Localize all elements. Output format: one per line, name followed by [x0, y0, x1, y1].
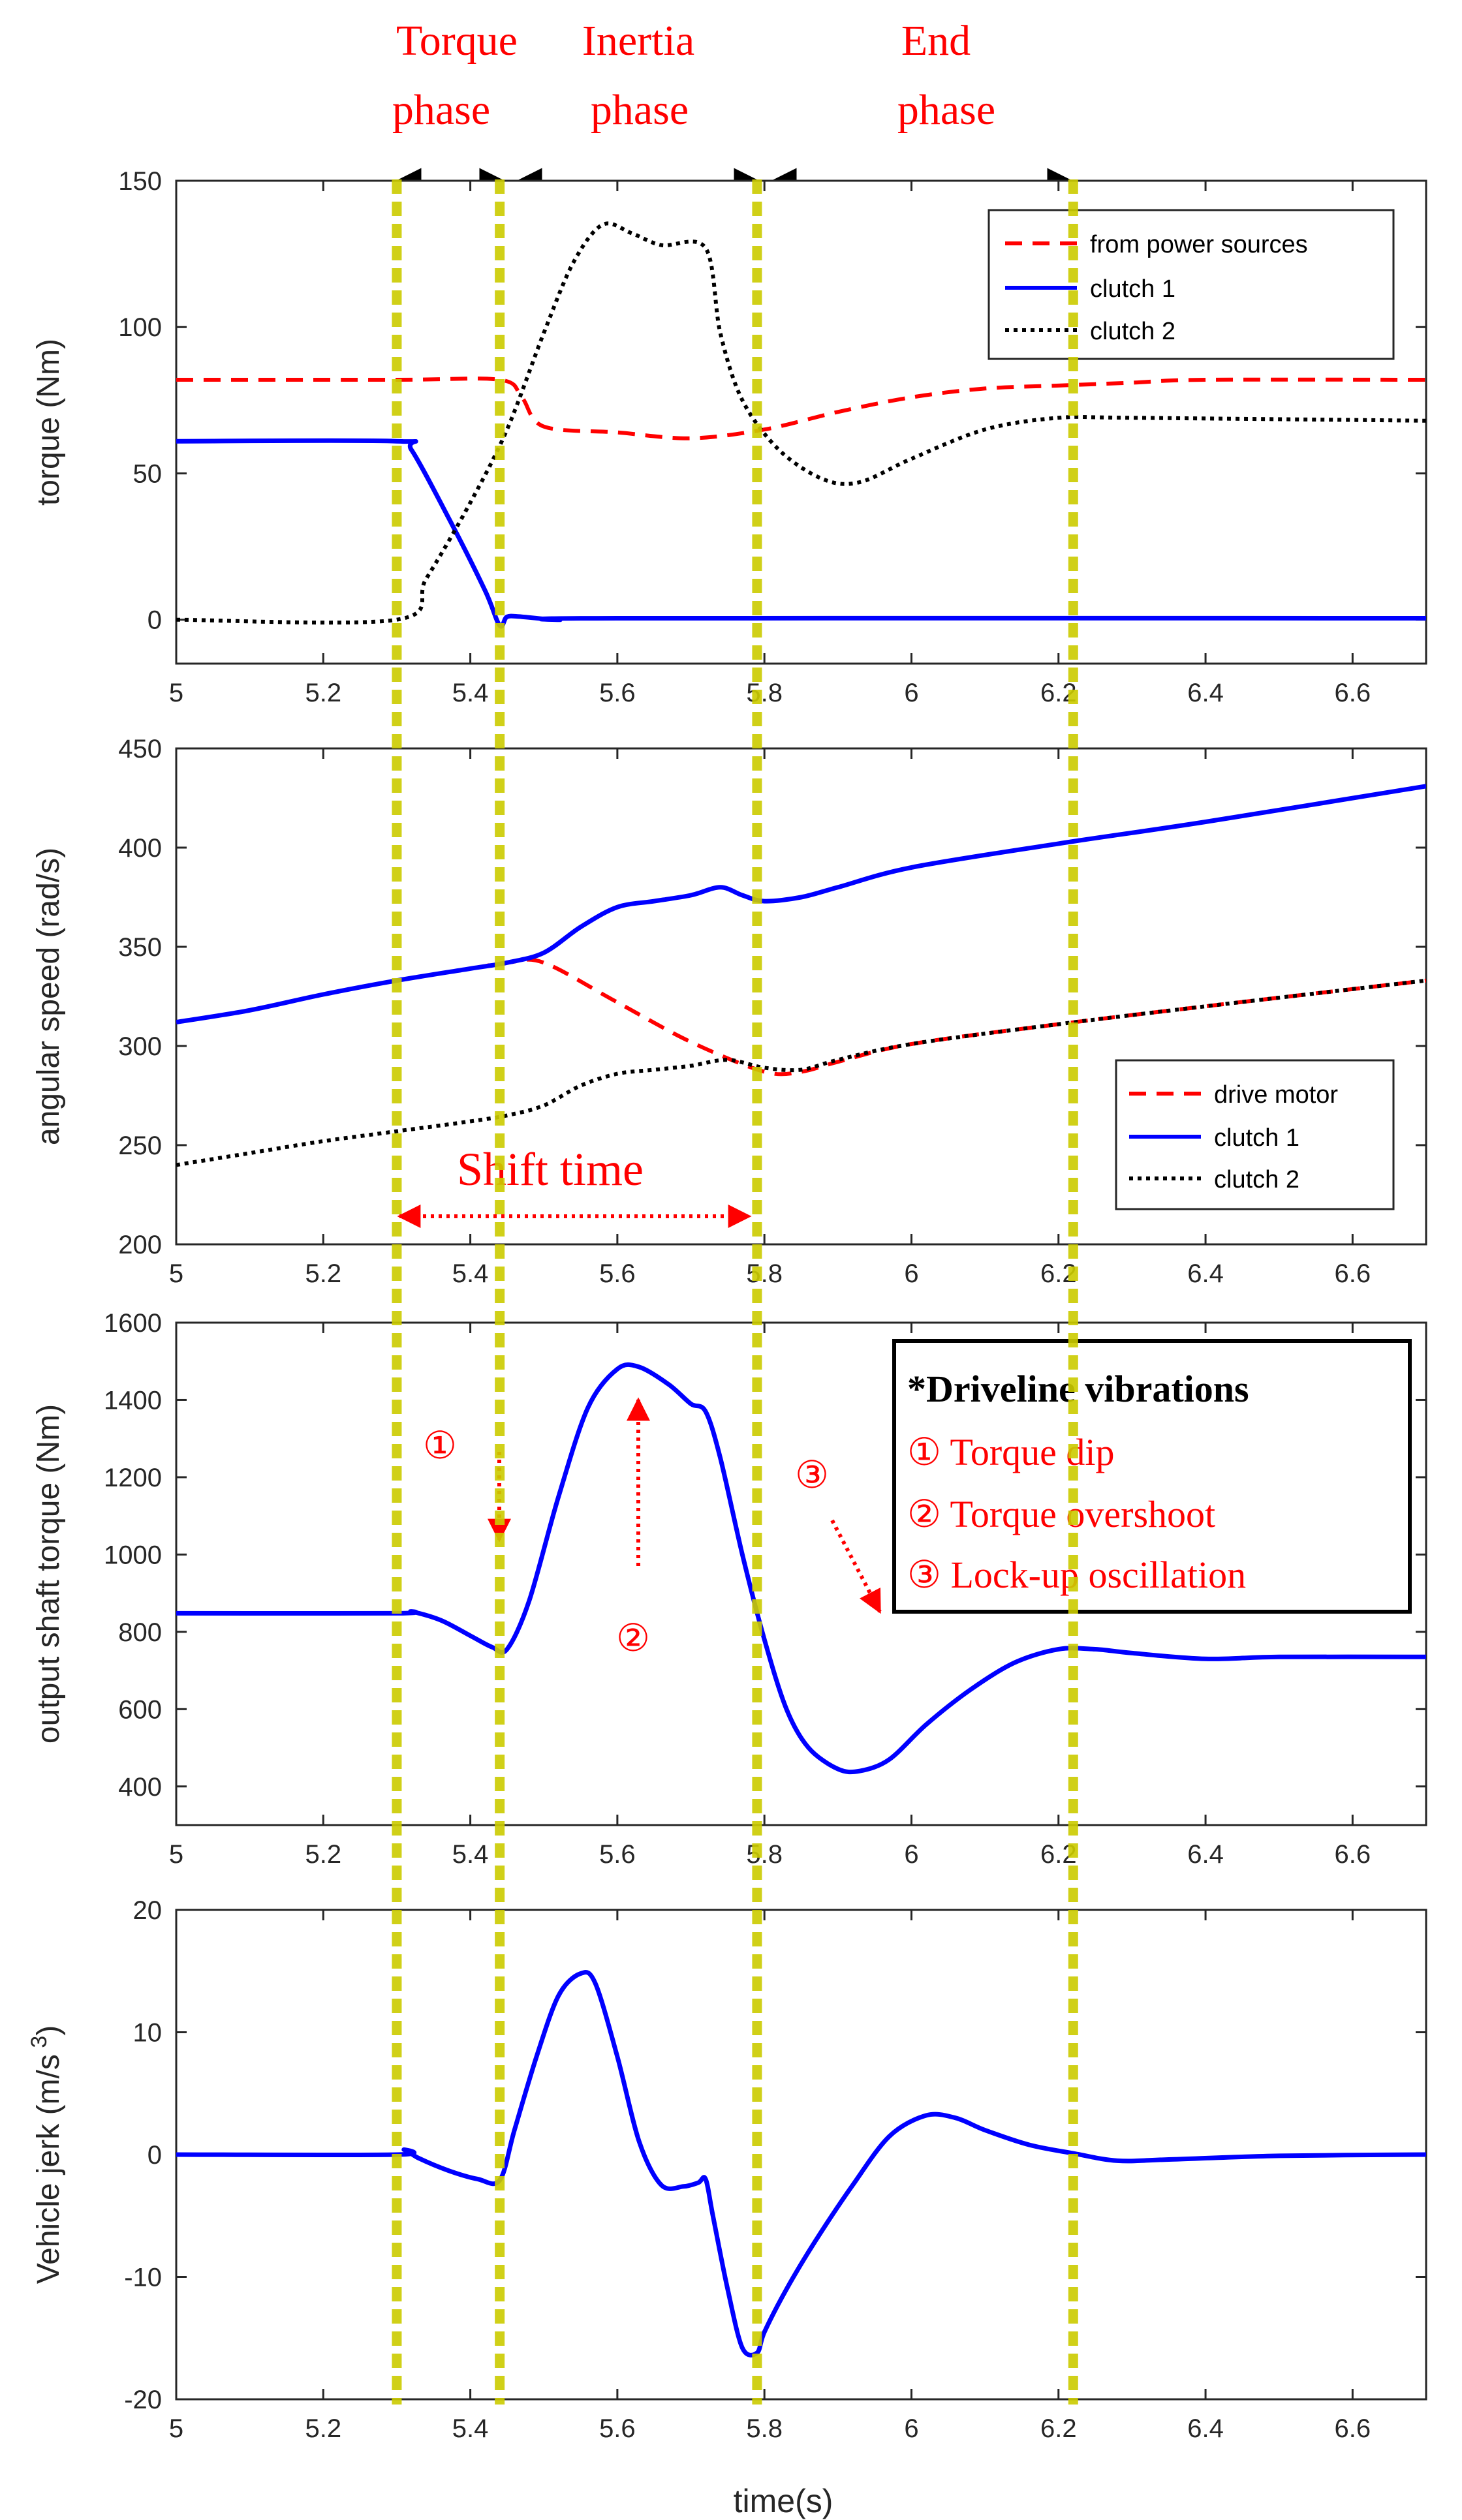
phase-inertia-line2: phase — [591, 86, 689, 134]
phase-torque-line1: Torque — [396, 17, 518, 65]
vibration-annotation-box: *Driveline vibrations ① Torque dip ② Tor… — [892, 1339, 1412, 1614]
x-tick-label-3-8: 6.6 — [1335, 2414, 1371, 2443]
x-tick-label-2-3: 5.6 — [599, 1840, 636, 1869]
y-tick-label-2-6: 1600 — [104, 1309, 162, 1338]
y-tick-label-1-0: 200 — [118, 1231, 162, 1259]
vibration-box-frame — [892, 1339, 1412, 1614]
x-axis-label: time(s) — [734, 2483, 833, 2519]
x-tick-label-3-1: 5.2 — [305, 2414, 341, 2443]
legend-torque: from power sources clutch 1 clutch 2 — [988, 209, 1395, 360]
x-tick-label-1-0: 5 — [169, 1259, 183, 1288]
legend-label-clutch1: clutch 1 — [1090, 275, 1175, 303]
x-tick-label-3-0: 5 — [169, 2414, 183, 2443]
y-tick-label-2-2: 800 — [118, 1618, 162, 1647]
series-line-0-1 — [176, 438, 1426, 629]
marker-3-arrow — [830, 1519, 882, 1614]
series-line-2-0 — [176, 1362, 1426, 1775]
y-tick-label-1-3: 350 — [118, 933, 162, 962]
y-tick-label-3-2: 0 — [148, 2141, 162, 2170]
legend-speed: drive motor clutch 1 clutch 2 — [1115, 1059, 1395, 1210]
series-line-0-2 — [176, 221, 1426, 625]
y-tick-label-3-3: 10 — [133, 2019, 163, 2048]
y-tick-label-3-1: -10 — [124, 2264, 162, 2292]
y-tick-label-2-5: 1400 — [104, 1386, 162, 1415]
shift-time-annotation: Shift time — [397, 1143, 752, 1228]
phase-boundaries — [392, 179, 1078, 2405]
legend-label-speed-clutch1: clutch 1 — [1214, 1124, 1299, 1152]
y-axis-label-3: Vehicle jerk (m/s 3) — [27, 2025, 66, 2284]
series-line-1-2 — [176, 978, 1426, 1167]
x-tick-label-2-0: 5 — [169, 1840, 183, 1869]
legend-label-clutch2: clutch 2 — [1090, 318, 1175, 345]
shift-time-label: Shift time — [457, 1143, 644, 1195]
legend-label-speed-clutch2: clutch 2 — [1214, 1166, 1299, 1193]
x-tick-label-1-3: 5.6 — [599, 1259, 636, 1288]
vibration-box-title: *Driveline vibrations — [907, 1368, 1249, 1410]
x-tick-label-0-2: 5.4 — [452, 679, 489, 707]
y-tick-label-1-4: 400 — [118, 834, 162, 863]
x-tick-label-0-7: 6.4 — [1187, 679, 1224, 707]
marker-2: ② — [616, 1617, 650, 1659]
marker-3: ③ — [795, 1454, 829, 1496]
x-tick-label-0-3: 5.6 — [599, 679, 636, 707]
phase-end-line2: phase — [897, 86, 995, 134]
y-tick-label-2-1: 600 — [118, 1695, 162, 1724]
x-tick-label-3-3: 5.6 — [599, 2414, 636, 2443]
y-tick-label-1-5: 450 — [118, 735, 162, 763]
x-tick-label-0-8: 6.6 — [1335, 679, 1371, 707]
y-tick-label-2-4: 1200 — [104, 1464, 162, 1492]
x-tick-label-3-7: 6.4 — [1187, 2414, 1224, 2443]
x-tick-label-1-4: 5.8 — [746, 1259, 783, 1288]
x-tick-label-0-4: 5.8 — [746, 679, 783, 707]
x-tick-label-2-2: 5.4 — [452, 1840, 489, 1869]
x-tick-label-1-7: 6.4 — [1187, 1259, 1224, 1288]
y-axis-label-2: output shaft torque (Nm) — [31, 1404, 66, 1744]
x-tick-label-1-2: 5.4 — [452, 1259, 489, 1288]
y-tick-label-2-0: 400 — [118, 1773, 162, 1802]
y-tick-label-0-3: 150 — [118, 167, 162, 196]
x-tick-label-3-4: 5.8 — [746, 2414, 783, 2443]
y-tick-label-2-3: 1000 — [104, 1541, 162, 1569]
x-tick-label-0-0: 5 — [169, 679, 183, 707]
x-tick-label-2-8: 6.6 — [1335, 1840, 1371, 1869]
x-tick-label-1-8: 6.6 — [1335, 1259, 1371, 1288]
y-tick-label-0-2: 100 — [118, 313, 162, 342]
y-tick-label-3-0: -20 — [124, 2386, 162, 2414]
y-tick-label-3-4: 20 — [133, 1896, 163, 1925]
y-axis-label-close-3: ) — [31, 2025, 66, 2036]
phase-end-line1: End — [901, 17, 971, 65]
x-tick-label-1-5: 6 — [904, 1259, 918, 1288]
y-tick-label-1-2: 300 — [118, 1032, 162, 1061]
legend-label-motor: drive motor — [1214, 1081, 1338, 1109]
phase-labels: Torque phase Inertia phase End phase — [392, 17, 995, 134]
x-tick-label-3-6: 6.2 — [1040, 2414, 1077, 2443]
vibration-markers: ① ② ③ — [423, 1397, 882, 1659]
x-tick-label-2-1: 5.2 — [305, 1840, 341, 1869]
legend-torque-box — [988, 209, 1395, 360]
series-line-3-0 — [176, 1970, 1426, 2358]
x-tick-label-2-7: 6.4 — [1187, 1840, 1224, 1869]
x-tick-label-2-5: 6 — [904, 1840, 918, 1869]
y-axis-label-sup-3: 3 — [27, 2036, 52, 2054]
y-tick-label-0-1: 50 — [133, 459, 163, 488]
phase-torque-line2: phase — [392, 86, 490, 134]
vehicle-jerk-panel: 5 5.2 5.4 5.6 5.8 6 6.2 6.4 6.6 -20 -10 0 10 20 Vehicl… — [27, 1896, 1427, 2443]
legend-label-power: from power sources — [1090, 231, 1308, 258]
x-tick-label-2-4: 5.8 — [746, 1840, 783, 1869]
y-tick-label-0-0: 0 — [148, 606, 162, 635]
phase-inertia-line1: Inertia — [582, 17, 694, 65]
x-tick-label-0-5: 6 — [904, 679, 918, 707]
vibration-item-1: ① Torque dip — [907, 1431, 1115, 1473]
y-tick-label-1-1: 250 — [118, 1131, 162, 1160]
y-axis-label-0: torque (Nm) — [31, 339, 66, 506]
x-tick-label-1-1: 5.2 — [305, 1259, 341, 1288]
y-axis-label-1: angular speed (rad/s) — [31, 848, 66, 1145]
vibration-item-2: ② Torque overshoot — [907, 1493, 1215, 1535]
series-line-0-0 — [176, 376, 1426, 440]
marker-1: ① — [423, 1424, 457, 1467]
x-tick-label-3-2: 5.4 — [452, 2414, 489, 2443]
x-tick-label-3-5: 6 — [904, 2414, 918, 2443]
x-tick-label-0-1: 5.2 — [305, 679, 341, 707]
